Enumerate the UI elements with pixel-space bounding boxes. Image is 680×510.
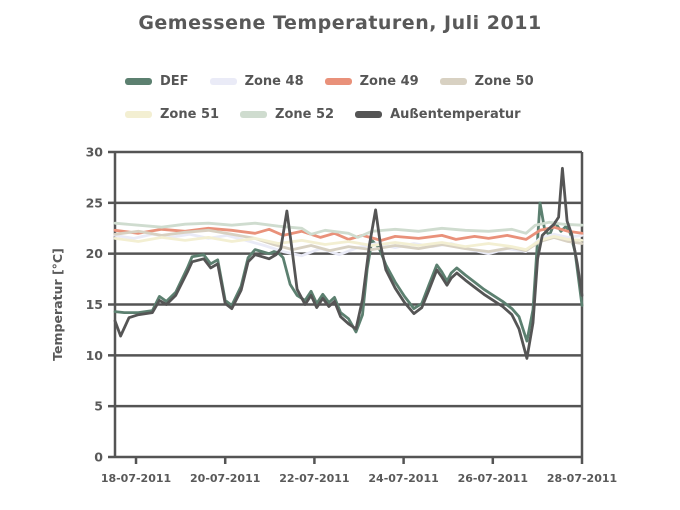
x-tick-label: 24-07-2011 — [368, 472, 438, 485]
legend-label-zone-48: Zone 48 — [244, 73, 304, 89]
legend-swatch-zone-48 — [209, 77, 237, 85]
legend-label-zone-49: Zone 49 — [359, 73, 419, 89]
legend-swatch-zone-50 — [439, 77, 467, 85]
x-tick-label: 28-07-2011 — [547, 472, 617, 485]
x-tick-label: 26-07-2011 — [458, 472, 528, 485]
legend-label-zone-50: Zone 50 — [474, 73, 534, 89]
legend-item-zone-51: Zone 51 — [125, 107, 219, 122]
y-tick-label: 5 — [94, 399, 103, 414]
y-tick-label: 0 — [94, 450, 103, 465]
legend-swatch-zone-49 — [324, 77, 352, 85]
legend-item-zone-48: Zone 48 — [209, 73, 304, 89]
legend-row-2: Zone 51 Zone 52 Außentemperatur — [125, 103, 534, 125]
x-tick-label: 20-07-2011 — [190, 472, 260, 485]
legend-swatch-zone-52 — [240, 110, 268, 118]
legend-label-zone-52: Zone 52 — [275, 106, 335, 122]
legend-item-zone-52: Zone 52 — [240, 107, 334, 122]
legend-swatch-aussentemperatur — [355, 110, 383, 118]
legend-swatch-def — [125, 77, 152, 85]
legend-item-def: DEF — [125, 74, 189, 89]
legend-label-def: DEF — [160, 73, 189, 89]
y-tick-label: 25 — [86, 195, 103, 210]
legend-label-aussentemperatur: Außentemperatur — [390, 106, 521, 122]
legend-swatch-zone-51 — [125, 110, 152, 118]
y-tick-label: 15 — [86, 297, 103, 312]
chart-legend: DEF Zone 48 Zone 49 Zone 50 Zone 51 Zone… — [125, 70, 534, 136]
series-line-au-entemperatur — [113, 166, 584, 360]
x-tick-label: 18-07-2011 — [101, 472, 171, 485]
series-line-zone-51 — [113, 234, 584, 252]
chart-title: Gemessene Temperaturen, Juli 2011 — [138, 12, 542, 34]
legend-item-aussentemperatur: Außentemperatur — [355, 107, 521, 122]
y-axis-title: Temperatur [°C] — [50, 248, 65, 361]
legend-label-zone-51: Zone 51 — [160, 106, 220, 122]
legend-item-zone-50: Zone 50 — [439, 73, 534, 89]
x-tick-label: 22-07-2011 — [279, 472, 349, 485]
legend-row-1: DEF Zone 48 Zone 49 Zone 50 — [125, 70, 534, 92]
series-line-def — [113, 201, 584, 343]
y-tick-label: 30 — [86, 145, 104, 160]
series-line-zone-52 — [113, 220, 584, 239]
y-tick-label: 20 — [86, 246, 104, 261]
legend-item-zone-49: Zone 49 — [324, 73, 419, 89]
y-tick-label: 10 — [86, 348, 104, 363]
